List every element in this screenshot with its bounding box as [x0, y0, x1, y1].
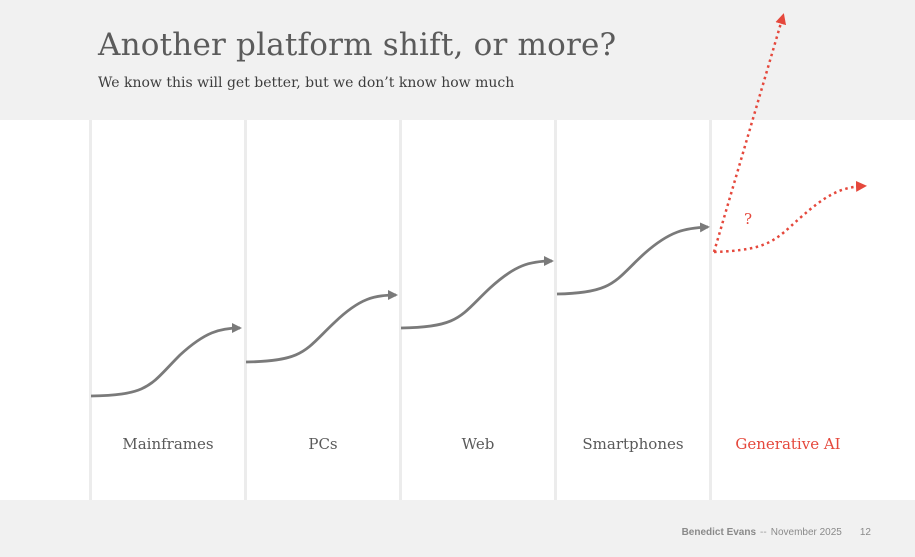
footer-separator: -- [760, 527, 767, 538]
column-divider [89, 120, 92, 500]
footer-band [0, 500, 915, 557]
column-divider [399, 120, 402, 500]
platform-label-smartphones: Smartphones [582, 435, 684, 453]
platform-label-pcs: PCs [308, 435, 338, 453]
header-band: Another platform shift, or more? We know… [0, 0, 915, 120]
column-divider [709, 120, 712, 500]
uncertainty-mark: ? [744, 210, 753, 228]
slide-title: Another platform shift, or more? [98, 27, 617, 63]
platform-label-web: Web [461, 435, 495, 453]
genai-steep-arrow [712, 13, 787, 253]
s-curve-web [400, 256, 554, 330]
s-curve-mainframes [90, 323, 242, 398]
platform-label-generative-ai: Generative AI [735, 435, 841, 453]
s-curve-pcs [245, 290, 398, 364]
platform-label-mainframes: Mainframes [122, 435, 214, 453]
s-curve-smartphones [556, 222, 710, 296]
footer-date: November 2025 [770, 527, 842, 538]
column-divider [244, 120, 247, 500]
slide-subtitle: We know this will get better, but we don… [98, 75, 515, 91]
footer-credit: Benedict Evans -- November 2025 12 [682, 527, 871, 538]
column-divider [554, 120, 557, 500]
genai-s-curve-arrow [713, 180, 867, 254]
page-number: 12 [859, 527, 871, 538]
author-name: Benedict Evans [681, 527, 757, 538]
